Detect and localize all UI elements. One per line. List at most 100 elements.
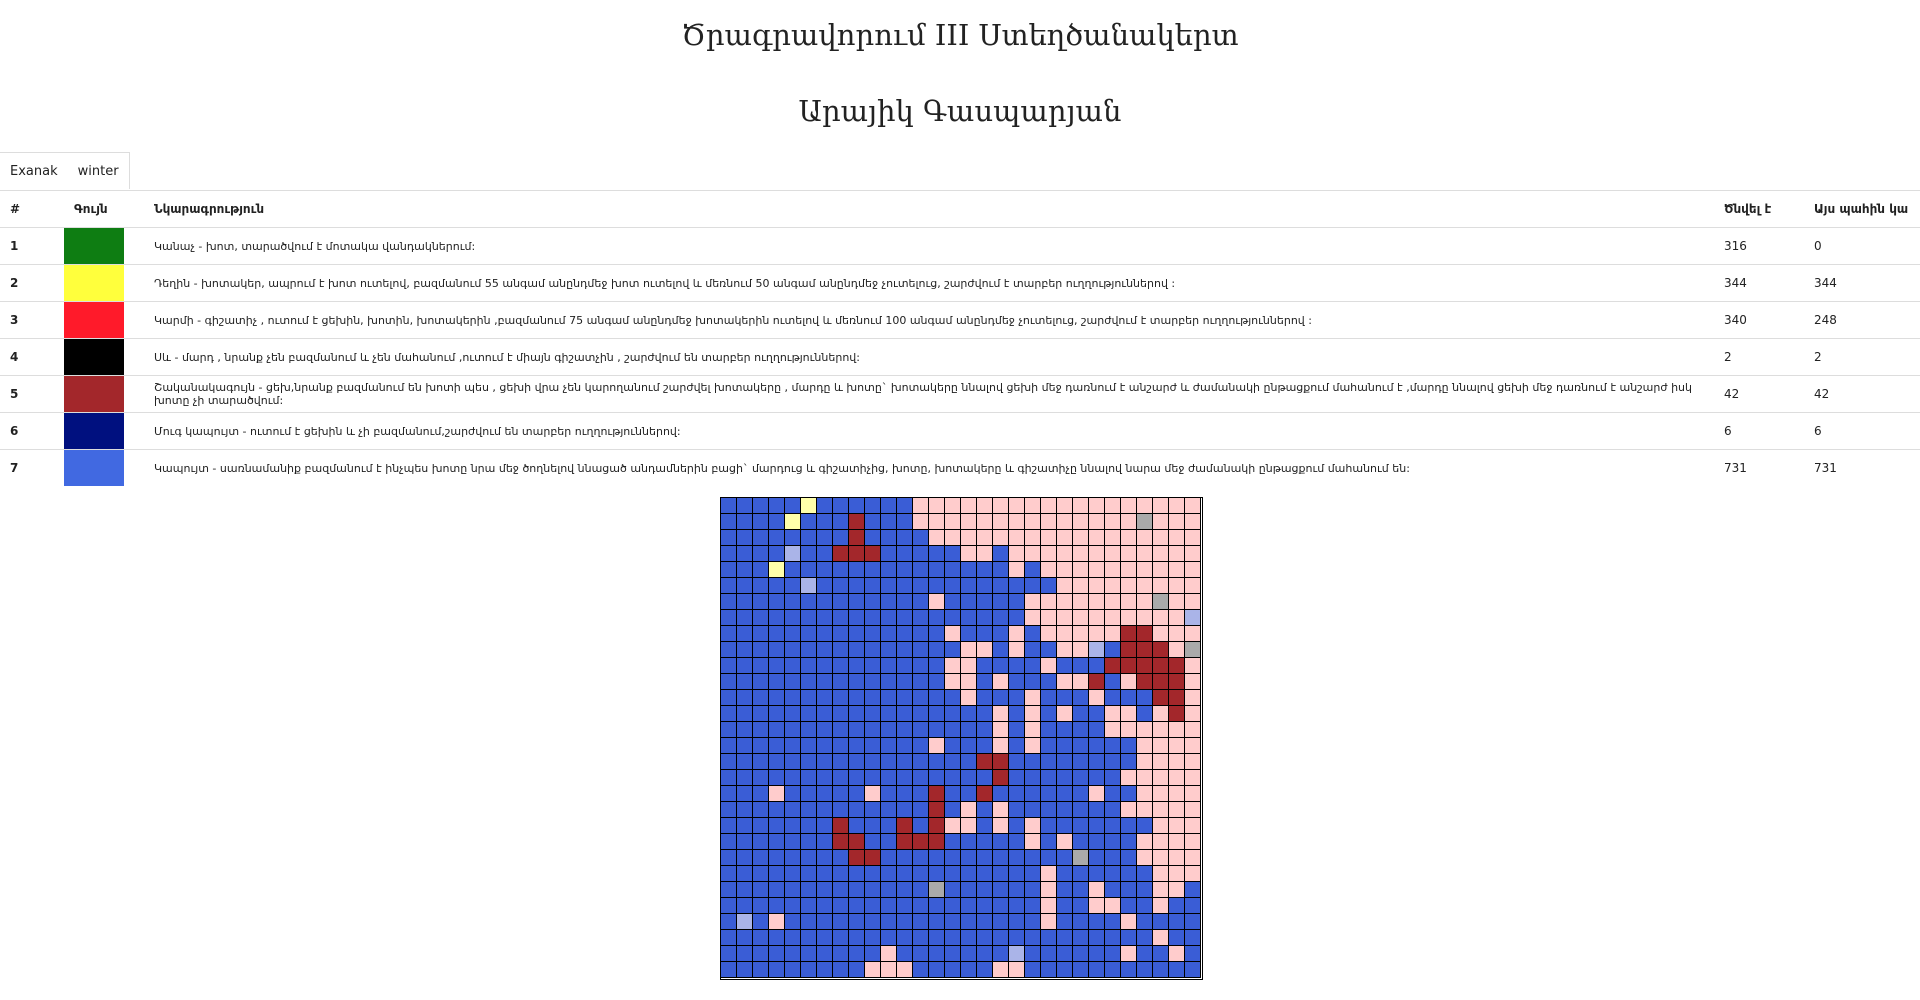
board-cell — [801, 738, 817, 754]
board-cell — [817, 562, 833, 578]
board-cell — [1057, 658, 1073, 674]
board-cell — [881, 514, 897, 530]
board-cell — [721, 658, 737, 674]
board-cell — [945, 546, 961, 562]
board-cell — [1105, 914, 1121, 930]
board-cell — [1105, 962, 1121, 978]
board-cell — [737, 530, 753, 546]
board-cell — [833, 578, 849, 594]
board-cell — [993, 866, 1009, 882]
board-cell — [1185, 946, 1201, 962]
board-cell — [785, 786, 801, 802]
board-cell — [737, 722, 753, 738]
board-cell — [1041, 610, 1057, 626]
board-cell — [1185, 658, 1201, 674]
board-cell — [1153, 594, 1169, 610]
board-cell — [961, 866, 977, 882]
board-cell — [1025, 786, 1041, 802]
board-cell — [961, 898, 977, 914]
board-cell — [737, 802, 753, 818]
board-cell — [865, 738, 881, 754]
board-cell — [1041, 642, 1057, 658]
color-swatch — [64, 376, 124, 412]
board-cell — [1041, 562, 1057, 578]
board-cell — [1169, 690, 1185, 706]
header-description: Նկարագրություն — [144, 190, 1714, 228]
board-cell — [801, 626, 817, 642]
row-current: 344 — [1804, 264, 1920, 302]
board-cell — [1105, 642, 1121, 658]
board-cell — [1169, 610, 1185, 626]
board-cell — [945, 802, 961, 818]
board-cell — [817, 850, 833, 866]
board-cell — [1121, 706, 1137, 722]
board-cell — [1121, 786, 1137, 802]
board-cell — [769, 610, 785, 626]
board-cell — [1185, 562, 1201, 578]
board-cell — [1025, 530, 1041, 546]
board-cell — [769, 690, 785, 706]
board-cell — [753, 594, 769, 610]
board-cell — [913, 962, 929, 978]
board-cell — [865, 546, 881, 562]
board-cell — [1185, 530, 1201, 546]
board-cell — [961, 882, 977, 898]
board-cell — [929, 898, 945, 914]
board-cell — [737, 690, 753, 706]
board-cell — [1089, 562, 1105, 578]
board-cell — [1009, 930, 1025, 946]
board-cell — [993, 754, 1009, 770]
board-cell — [769, 546, 785, 562]
board-cell — [993, 962, 1009, 978]
board-cell — [1089, 786, 1105, 802]
board-cell — [977, 786, 993, 802]
board-cell — [977, 594, 993, 610]
board-cell — [753, 866, 769, 882]
board-cell — [1153, 898, 1169, 914]
board-cell — [945, 866, 961, 882]
board-cell — [753, 674, 769, 690]
board-cell — [929, 802, 945, 818]
board-cell — [737, 546, 753, 562]
board-cell — [817, 882, 833, 898]
board-cell — [1009, 674, 1025, 690]
board-cell — [977, 626, 993, 642]
board-cell — [977, 914, 993, 930]
board-cell — [881, 498, 897, 514]
board-cell — [1025, 546, 1041, 562]
board-cell — [833, 514, 849, 530]
board-cell — [801, 866, 817, 882]
board-cell — [1089, 770, 1105, 786]
board-cell — [1153, 786, 1169, 802]
board-cell — [817, 770, 833, 786]
board-cell — [1153, 850, 1169, 866]
board-cell — [1089, 882, 1105, 898]
board-cell — [977, 610, 993, 626]
board-cell — [1057, 850, 1073, 866]
board-cell — [817, 658, 833, 674]
board-cell — [1073, 562, 1089, 578]
header-number: # — [0, 190, 64, 228]
board-cell — [929, 930, 945, 946]
board-cell — [1169, 658, 1185, 674]
board-cell — [1009, 866, 1025, 882]
board-cell — [913, 786, 929, 802]
board-cell — [897, 818, 913, 834]
color-swatch — [64, 302, 124, 338]
board-cell — [849, 674, 865, 690]
board-cell — [977, 498, 993, 514]
board-cell — [929, 786, 945, 802]
board-cell — [897, 642, 913, 658]
board-cell — [897, 546, 913, 562]
board-cell — [1153, 706, 1169, 722]
board-cell — [1057, 946, 1073, 962]
board-cell — [1105, 546, 1121, 562]
board-cell — [1009, 514, 1025, 530]
board-cell — [961, 946, 977, 962]
board-cell — [1089, 578, 1105, 594]
board-cell — [1105, 770, 1121, 786]
board-cell — [1137, 754, 1153, 770]
board-cell — [785, 946, 801, 962]
board-cell — [1169, 898, 1185, 914]
board-cell — [1169, 722, 1185, 738]
